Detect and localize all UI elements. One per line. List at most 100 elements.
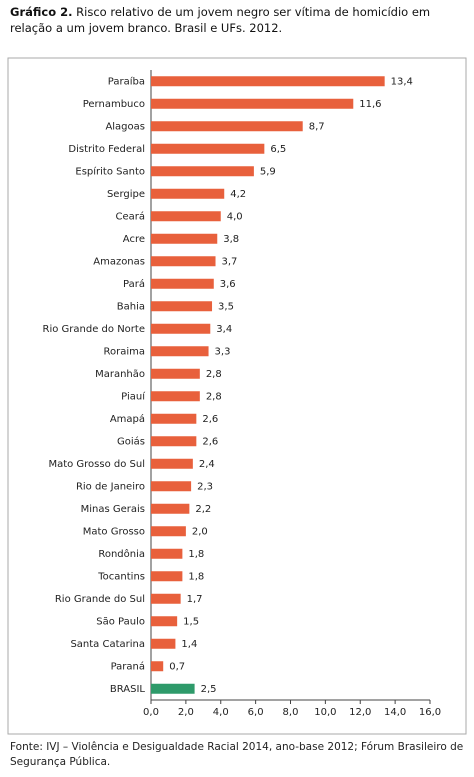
y-tick-label: Alagoas — [105, 121, 145, 132]
bar — [151, 121, 303, 132]
chart-heading: Gráfico 2. Risco relativo de um jovem ne… — [10, 4, 466, 36]
bar — [151, 436, 197, 447]
y-tick-label: São Paulo — [96, 616, 145, 627]
bar — [151, 571, 183, 582]
y-tick-label: Mato Grosso — [83, 526, 145, 537]
value-label: 1,4 — [181, 639, 197, 650]
chart-title: Risco relativo de um jovem negro ser vít… — [10, 5, 431, 35]
bar — [151, 301, 213, 312]
bar — [151, 616, 178, 627]
y-tick-label: Mato Grosso do Sul — [48, 459, 145, 470]
x-tick-label: 0,0 — [143, 707, 159, 718]
bar — [151, 368, 200, 379]
y-tick-label: Sergipe — [107, 189, 145, 200]
bar — [151, 683, 195, 694]
value-label: 0,7 — [169, 661, 185, 672]
y-tick-label: Paraíba — [108, 75, 145, 87]
x-tick-label: 16,0 — [419, 707, 441, 718]
bar — [151, 548, 183, 559]
y-tick-label: Amapá — [110, 413, 145, 425]
value-label: 4,0 — [227, 211, 243, 222]
bar — [151, 391, 200, 402]
value-label: 1,8 — [188, 571, 204, 582]
value-label: 2,6 — [202, 436, 218, 447]
value-label: 3,7 — [222, 256, 238, 267]
y-tick-label: Bahia — [117, 301, 145, 312]
bar — [151, 323, 211, 334]
value-label: 2,3 — [197, 481, 213, 492]
x-tick-label: 14,0 — [384, 707, 406, 718]
y-tick-label: Santa Catarina — [70, 639, 145, 650]
x-tick-label: 4,0 — [213, 707, 229, 718]
bar — [151, 256, 216, 267]
y-tick-label: Rio Grande do Norte — [43, 324, 145, 335]
value-label: 1,5 — [183, 616, 199, 627]
bar — [151, 413, 197, 424]
x-tick-label: 8,0 — [283, 707, 299, 718]
chart-source: Fonte: IVJ – Violência e Desigualdade Ra… — [10, 741, 464, 768]
bar — [151, 593, 181, 604]
y-tick-label: Ceará — [115, 210, 145, 222]
value-label: 4,2 — [230, 189, 246, 200]
bar — [151, 188, 225, 199]
y-tick-label: Pará — [123, 278, 145, 290]
value-label: 3,6 — [220, 279, 236, 290]
bar — [151, 211, 221, 222]
y-tick-label: Amazonas — [93, 256, 145, 267]
value-label: 3,8 — [223, 234, 239, 245]
value-label: 1,8 — [188, 549, 204, 560]
x-tick-label: 12,0 — [349, 707, 371, 718]
bar — [151, 481, 192, 492]
chart: 0,0 2,0 4,0 6,0 8,0 10,0 12,0 14,0 16,0 Paraíba 13… — [7, 57, 467, 735]
y-tick-label: Maranhão — [95, 369, 145, 380]
value-label: 2,8 — [206, 369, 222, 380]
bar — [151, 526, 186, 537]
y-tick-label: Minas Gerais — [81, 504, 145, 515]
value-label: 13,4 — [391, 76, 413, 87]
y-tick-label: Espírito Santo — [75, 165, 145, 177]
y-tick-label: Paraná — [111, 660, 145, 672]
y-tick-label: Goiás — [117, 435, 145, 447]
bar — [151, 503, 190, 514]
y-tick-label: Rio de Janeiro — [76, 481, 145, 492]
y-tick-label: Acre — [123, 234, 145, 245]
y-tick-label: Rio Grande do Sul — [55, 594, 145, 605]
y-tick-label: Rondônia — [98, 548, 145, 560]
value-label: 8,7 — [309, 121, 325, 132]
value-label: 3,4 — [216, 324, 232, 335]
bar — [151, 278, 214, 289]
x-tick-label: 10,0 — [314, 707, 336, 718]
y-tick-label: Distrito Federal — [68, 144, 145, 155]
chart-frame — [7, 57, 467, 735]
bar — [151, 458, 193, 469]
x-tick-label: 6,0 — [248, 707, 264, 718]
value-label: 2,0 — [192, 526, 208, 537]
value-label: 2,8 — [206, 391, 222, 402]
bar — [151, 346, 209, 357]
y-tick-label: BRASIL — [110, 684, 146, 695]
value-label: 2,5 — [201, 684, 217, 695]
bar — [151, 661, 164, 672]
bar — [151, 143, 265, 154]
bar — [151, 233, 218, 244]
value-label: 1,7 — [187, 594, 203, 605]
value-label: 3,3 — [215, 346, 231, 357]
bar — [151, 638, 176, 649]
y-tick-label: Piauí — [121, 390, 146, 402]
bar — [151, 98, 354, 109]
value-label: 2,2 — [195, 504, 211, 515]
value-label: 2,4 — [199, 459, 215, 470]
value-label: 2,6 — [202, 414, 218, 425]
x-tick-label: 2,0 — [178, 707, 194, 718]
y-tick-label: Pernambuco — [83, 99, 145, 110]
y-tick-label: Roraima — [103, 346, 145, 357]
value-label: 11,6 — [359, 99, 381, 110]
value-label: 3,5 — [218, 301, 234, 312]
figure-label: Gráfico 2. — [10, 5, 73, 19]
y-tick-label: Tocantins — [97, 571, 145, 582]
bar — [151, 76, 385, 87]
value-label: 6,5 — [270, 144, 286, 155]
bar — [151, 166, 254, 177]
value-label: 5,9 — [260, 166, 276, 177]
